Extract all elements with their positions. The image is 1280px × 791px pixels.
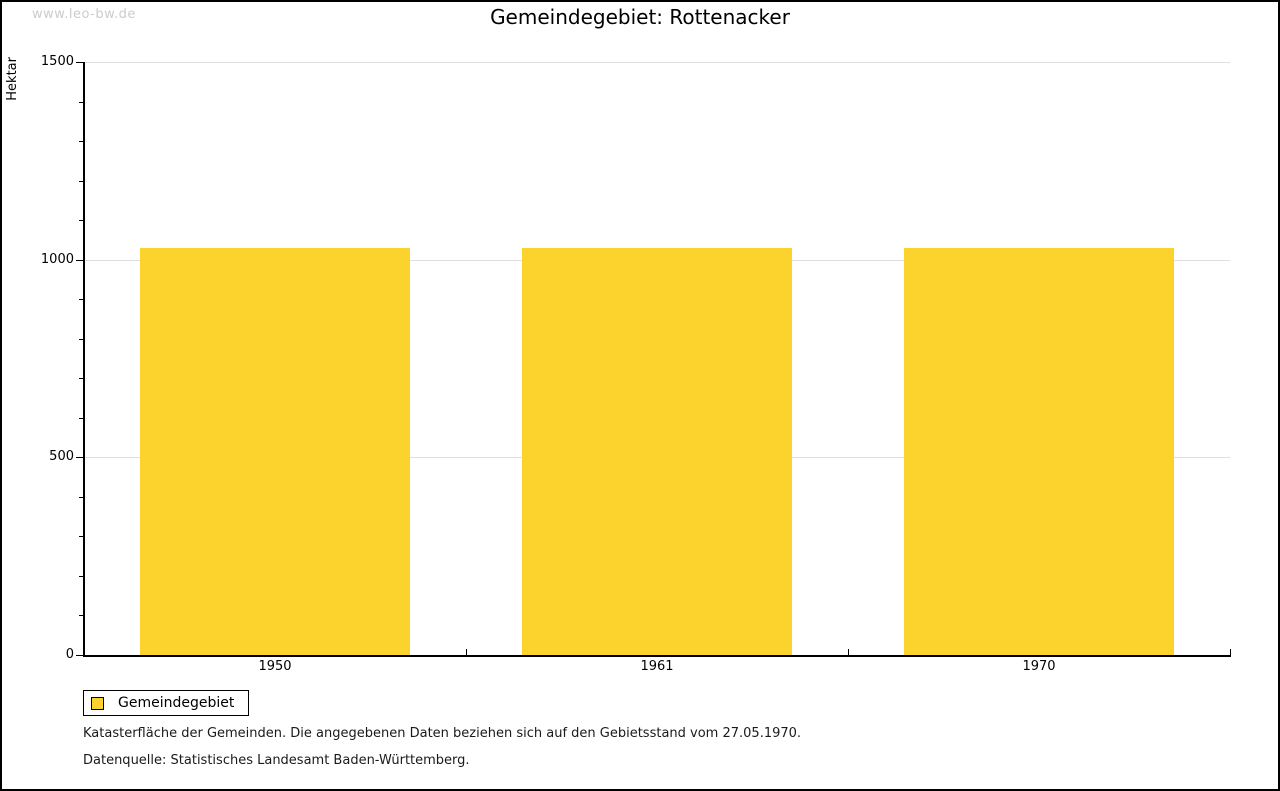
y-minor-tick <box>79 181 84 182</box>
x-boundary-tick <box>1230 649 1231 655</box>
y-major-tick <box>76 62 84 63</box>
y-gridline <box>84 62 1230 63</box>
legend-swatch-icon <box>91 696 104 710</box>
y-major-tick <box>76 655 84 656</box>
y-minor-tick <box>79 299 84 300</box>
legend: Gemeindegebiet <box>83 690 250 716</box>
legend-label: Gemeindegebiet <box>118 695 235 711</box>
x-tick-label: 1950 <box>258 659 292 674</box>
y-minor-tick <box>79 418 84 419</box>
x-tick-label: 1961 <box>640 659 674 674</box>
y-tick-label: 0 <box>65 647 74 662</box>
footnote-description: Katasterfläche der Gemeinden. Die angege… <box>83 726 802 741</box>
watermark: www.leo-bw.de <box>32 7 136 22</box>
x-boundary-tick <box>466 649 467 655</box>
y-major-tick <box>76 457 84 458</box>
y-minor-tick <box>79 102 84 103</box>
y-minor-tick <box>79 220 84 221</box>
bar <box>904 248 1174 655</box>
y-axis-line <box>83 62 85 656</box>
y-tick-label: 1500 <box>40 54 74 69</box>
y-minor-tick <box>79 615 84 616</box>
y-tick-label: 1000 <box>40 252 74 267</box>
x-tick-label: 1970 <box>1022 659 1056 674</box>
y-tick-label: 500 <box>49 449 74 464</box>
bar <box>522 248 792 655</box>
y-minor-tick <box>79 378 84 379</box>
y-minor-tick <box>79 141 84 142</box>
y-major-tick <box>76 260 84 261</box>
y-minor-tick <box>79 576 84 577</box>
y-minor-tick <box>79 339 84 340</box>
chart-title: Gemeindegebiet: Rottenacker <box>490 5 790 29</box>
bar <box>140 248 410 655</box>
footnote-source: Datenquelle: Statistisches Landesamt Bad… <box>83 753 470 768</box>
x-boundary-tick <box>848 649 849 655</box>
x-axis-line <box>83 655 1231 657</box>
y-minor-tick <box>79 536 84 537</box>
y-minor-tick <box>79 497 84 498</box>
